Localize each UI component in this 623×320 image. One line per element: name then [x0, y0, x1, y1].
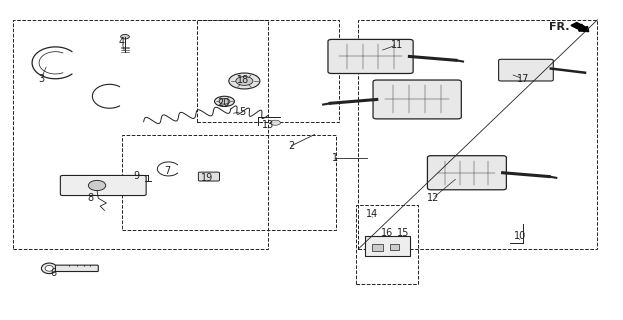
Circle shape [270, 120, 280, 125]
FancyBboxPatch shape [60, 175, 146, 196]
Circle shape [236, 76, 253, 85]
Text: 14: 14 [366, 209, 379, 219]
Text: 6: 6 [50, 268, 57, 278]
Text: FR.: FR. [549, 22, 569, 32]
Text: 5: 5 [239, 107, 245, 116]
Ellipse shape [88, 180, 106, 191]
Text: 10: 10 [513, 231, 526, 242]
FancyBboxPatch shape [373, 80, 461, 119]
FancyBboxPatch shape [427, 156, 506, 190]
FancyBboxPatch shape [328, 39, 413, 74]
Bar [358, 20, 597, 249]
Ellipse shape [41, 263, 57, 274]
Text: 17: 17 [516, 74, 529, 84]
FancyArrow shape [571, 22, 589, 32]
Text: 11: 11 [391, 40, 404, 50]
Bar [122, 134, 336, 230]
Text: 7: 7 [164, 166, 171, 176]
Bar [372, 244, 383, 251]
Text: 16: 16 [381, 228, 394, 238]
Text: 2: 2 [288, 141, 295, 151]
FancyBboxPatch shape [498, 59, 553, 81]
Bar [356, 204, 419, 284]
Bar [389, 244, 399, 250]
Circle shape [219, 99, 230, 104]
Text: 20: 20 [217, 98, 229, 108]
Circle shape [229, 73, 260, 89]
Text: 4: 4 [119, 37, 125, 47]
Circle shape [121, 35, 130, 39]
FancyBboxPatch shape [55, 265, 98, 271]
Text: 8: 8 [88, 193, 94, 203]
Text: 9: 9 [133, 171, 140, 181]
Text: 13: 13 [262, 120, 274, 130]
Text: 1: 1 [332, 153, 338, 164]
Text: 18: 18 [237, 75, 249, 85]
Circle shape [214, 96, 234, 107]
Bar [196, 20, 340, 122]
Text: 3: 3 [38, 74, 44, 84]
Ellipse shape [45, 266, 53, 271]
Bar [13, 20, 268, 249]
Text: 12: 12 [427, 193, 439, 203]
FancyBboxPatch shape [198, 172, 219, 181]
Bar [365, 236, 410, 256]
Text: 19: 19 [201, 172, 213, 182]
Text: 15: 15 [397, 228, 410, 238]
